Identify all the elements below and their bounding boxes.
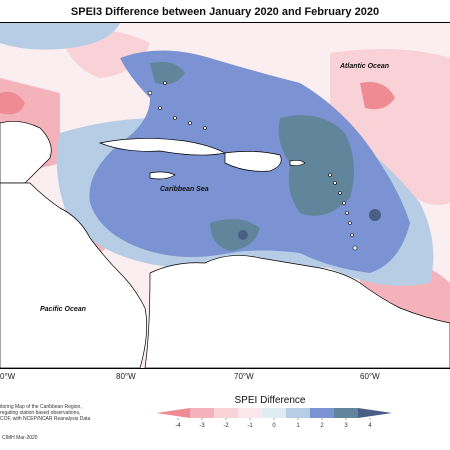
lesser-antilles bbox=[328, 173, 358, 251]
spei-difference-map bbox=[0, 23, 450, 368]
legend-swatch bbox=[238, 408, 262, 418]
longitude-label: 80°W bbox=[116, 372, 136, 381]
credit-line: regating station based observations, bbox=[0, 410, 81, 416]
credit-line: itoring Map of the Caribbean Region, bbox=[0, 404, 82, 410]
credit-line: COF, with NCEP/NCAR Reanalysis Data bbox=[0, 416, 91, 422]
pink-zone-atlantic bbox=[330, 49, 450, 205]
yucatan-land bbox=[0, 121, 52, 184]
legend-tick-label: -4 bbox=[175, 423, 181, 429]
legend-tick-label: 1 bbox=[296, 423, 300, 429]
pacific-ocean-label: Pacific Ocean bbox=[40, 306, 86, 313]
legend-swatch bbox=[310, 408, 334, 418]
legend-swatch bbox=[262, 408, 286, 418]
legend-tick-label: -3 bbox=[199, 423, 205, 429]
color-legend: -4 -3 -2 -1 0 1 2 3 4 bbox=[156, 408, 392, 429]
data-credit: itoring Map of the Caribbean Region, reg… bbox=[0, 404, 120, 422]
legend-tick-label: 0 bbox=[272, 423, 276, 429]
teal-zone-south bbox=[210, 219, 260, 251]
legend-swatch bbox=[156, 408, 190, 418]
longitude-label: 60°W bbox=[360, 372, 380, 381]
legend-swatch bbox=[358, 408, 392, 418]
legend-swatch bbox=[286, 408, 310, 418]
map-panel: Atlantic Ocean Caribbean Sea Pacific Oce… bbox=[0, 22, 450, 369]
copyright-text: CIMH Mar-2020 bbox=[2, 435, 38, 441]
salmon-spot-atlantic bbox=[360, 82, 395, 110]
teal-zone-bahamas bbox=[150, 61, 185, 85]
map-title: SPEI3 Difference between January 2020 an… bbox=[70, 6, 380, 18]
legend-tick-label: -1 bbox=[247, 423, 253, 429]
puerto-rico-land bbox=[289, 159, 306, 167]
legend-tick-label: 4 bbox=[368, 423, 372, 429]
legend-title: SPEI Difference bbox=[234, 395, 306, 406]
legend-swatch bbox=[334, 408, 358, 418]
south-america-land bbox=[144, 255, 450, 368]
longitude-label: 70°W bbox=[234, 372, 254, 381]
legend-tick-label: 3 bbox=[344, 423, 348, 429]
caribbean-sea-label: Caribbean Sea bbox=[160, 186, 209, 193]
lightblue-zone-north bbox=[0, 23, 120, 50]
longitude-label: 0°W bbox=[0, 372, 16, 381]
central-america-land bbox=[0, 182, 147, 368]
jamaica-land bbox=[149, 171, 176, 180]
legend-tick-label: -2 bbox=[223, 423, 229, 429]
legend-swatch bbox=[214, 408, 238, 418]
salmon-zone-west bbox=[0, 91, 25, 115]
deepblue-spot-east bbox=[369, 209, 381, 221]
bahamas-islands bbox=[147, 81, 207, 130]
legend-swatch bbox=[190, 408, 214, 418]
atlantic-ocean-label: Atlantic Ocean bbox=[340, 63, 390, 70]
hispaniola-land bbox=[224, 151, 282, 172]
deepblue-spot-south bbox=[238, 230, 248, 240]
legend-tick-label: 2 bbox=[320, 423, 324, 429]
teal-zone-east bbox=[278, 115, 354, 216]
